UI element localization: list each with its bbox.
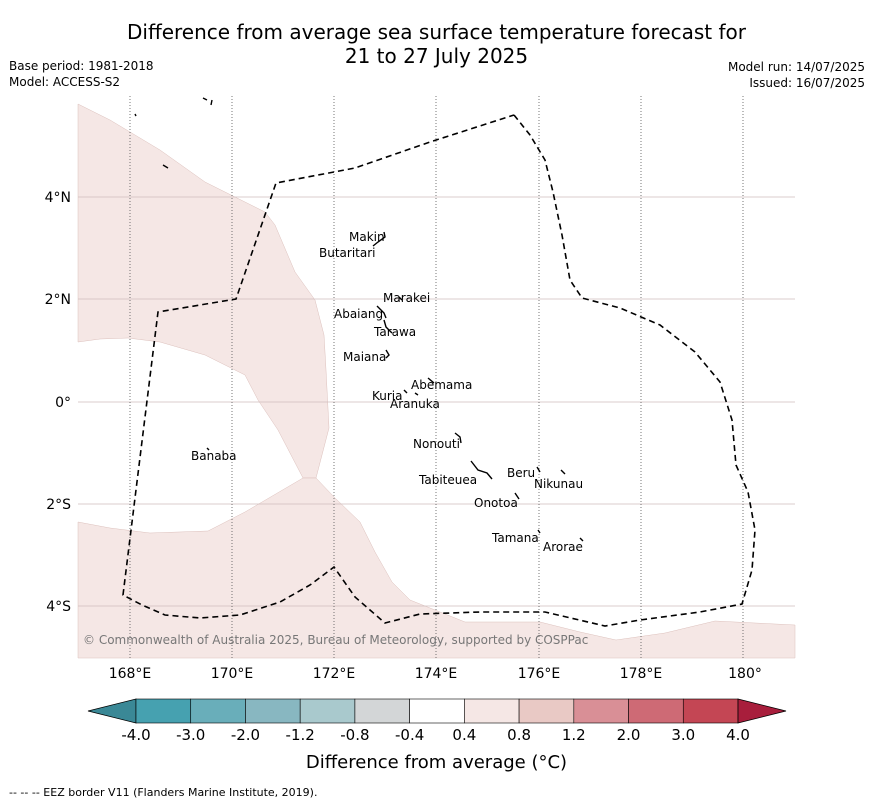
island-label-tarawa: Tarawa xyxy=(373,325,416,339)
colorbar-cell xyxy=(245,698,301,724)
island-label-butaritari: Butaritari xyxy=(319,246,376,260)
island-label-onotoa: Onotoa xyxy=(474,496,518,510)
islands-shapes xyxy=(134,97,584,542)
island-shape-north-1 xyxy=(202,97,213,106)
island-shape-kuria xyxy=(403,389,408,394)
island-shape-abaiang xyxy=(376,305,387,319)
island-shape-arorae xyxy=(579,537,584,542)
island-shape-nonouti xyxy=(454,432,462,444)
island-label-abaiang: Abaiang xyxy=(334,307,383,321)
colorbar-cell xyxy=(190,698,246,724)
colorbar-extend-low xyxy=(87,698,137,724)
colorbar-tick-label: -0.8 xyxy=(340,726,369,744)
colorbar-label: Difference from average (°C) xyxy=(305,752,568,773)
island-shape-tamana xyxy=(537,529,541,534)
lat-label-4n: 4°N xyxy=(45,190,71,206)
meta-left: Base period: 1981-2018 Model: ACCESS-S2 xyxy=(9,58,154,90)
colorbar-tick-label: 0.8 xyxy=(507,726,531,744)
lon-label-170e: 170°E xyxy=(211,666,254,682)
colorbar-cell xyxy=(409,698,465,724)
colorbar-cell xyxy=(682,698,739,724)
lon-label-176e: 176°E xyxy=(518,666,561,682)
anomaly-region-south xyxy=(77,477,796,659)
colorbar-ticks: -4.0 -3.0 -2.0 -1.2 -0.8 -0.4 0.4 0.8 1.2 2.0 3.0 4… xyxy=(121,726,750,744)
lon-label-178e: 178°E xyxy=(620,666,663,682)
island-shape-makin xyxy=(372,231,386,247)
island-label-makin: Makin xyxy=(349,230,385,244)
colorbar-tick-label: -4.0 xyxy=(121,726,150,744)
colorbar-tick-label: -0.4 xyxy=(395,726,424,744)
meta-right: Model run: 14/07/2025 Issued: 16/07/2025 xyxy=(728,59,865,91)
anomaly-region-north xyxy=(77,103,330,479)
colorbar-cell xyxy=(354,698,410,724)
island-label-marakei: Marakei xyxy=(383,291,430,305)
island-shape-marakei xyxy=(398,296,403,301)
island-label-nonouti: Nonouti xyxy=(413,437,460,451)
island-label-tabiteuea: Tabiteuea xyxy=(418,473,477,487)
colorbar-tick-label: -1.2 xyxy=(286,726,315,744)
eez-border xyxy=(122,114,756,627)
colorbar-extend-high xyxy=(737,698,787,724)
colorbar-cell xyxy=(573,698,629,724)
island-shape-tabiteuea xyxy=(470,460,493,480)
island-label-banaba: Banaba xyxy=(191,449,237,463)
lon-labels: 168°E 170°E 172°E 174°E 176°E 178°E 180° xyxy=(109,666,762,682)
lon-label-180: 180° xyxy=(728,666,762,682)
copyright-text: © Commonwealth of Australia 2025, Bureau… xyxy=(83,633,588,647)
colorbar-tick-label: 0.4 xyxy=(452,726,476,744)
island-shape-onotoa xyxy=(514,492,520,500)
colorbar-tick-label: 4.0 xyxy=(726,726,750,744)
island-label-tamana: Tamana xyxy=(491,531,539,545)
island-shape-abemama xyxy=(427,377,435,384)
lon-label-172e: 172°E xyxy=(313,666,356,682)
colorbar-tick-label: 2.0 xyxy=(617,726,641,744)
lat-label-2n: 2°N xyxy=(45,292,71,308)
lat-label-2s: 2°S xyxy=(46,497,71,513)
colorbar-cell xyxy=(135,698,192,724)
colorbar-tick-label: 3.0 xyxy=(671,726,695,744)
title-line-1: Difference from average sea surface temp… xyxy=(126,20,746,44)
island-shape-beru xyxy=(536,466,541,473)
graticule xyxy=(78,196,795,607)
colorbar-cell xyxy=(628,698,684,724)
island-label-beru: Beru xyxy=(507,466,535,480)
colorbar-tick-label: -3.0 xyxy=(176,726,205,744)
footer-note: -- -- -- EEZ border V11 (Flanders Marine… xyxy=(9,786,318,799)
longitude-lines xyxy=(129,96,744,658)
island-shape-nikunau xyxy=(560,469,566,475)
island-shape-banaba xyxy=(206,447,210,451)
colorbar-tick-label: -2.0 xyxy=(231,726,260,744)
model-run: Model run: 14/07/2025 xyxy=(727,60,865,74)
lon-label-168e: 168°E xyxy=(109,666,152,682)
island-label-aranuka: Aranuka xyxy=(390,397,440,411)
colorbar-cell xyxy=(299,698,356,724)
base-period: Base period: 1981-2018 xyxy=(9,59,154,73)
colorbar xyxy=(87,698,787,724)
island-label-arorae: Arorae xyxy=(543,540,583,554)
model-name: Model: ACCESS-S2 xyxy=(9,75,121,89)
map-title: Difference from average sea surface temp… xyxy=(0,20,873,68)
lon-label-174e: 174°E xyxy=(415,666,458,682)
colorbar-tick-label: 1.2 xyxy=(562,726,586,744)
colorbar-cell xyxy=(518,698,575,724)
island-labels: Makin Butaritari Marakei Abaiang Tarawa … xyxy=(191,230,583,554)
island-label-kuria: Kuria xyxy=(372,389,403,403)
island-label-maiana: Maiana xyxy=(343,350,386,364)
colorbar-cell xyxy=(464,698,520,724)
island-shape-north-2 xyxy=(134,113,137,117)
issued-date: Issued: 16/07/2025 xyxy=(749,76,865,90)
island-shape-aranuka xyxy=(414,392,419,396)
island-shape-north-3 xyxy=(162,164,169,169)
island-label-abemama: Abemama xyxy=(411,378,472,392)
island-shape-tarawa xyxy=(383,319,393,334)
island-shape-maiana xyxy=(385,349,390,359)
lat-labels: 4°N 2°N 0° 2°S 4°S xyxy=(45,190,72,615)
island-label-nikunau: Nikunau xyxy=(534,477,583,491)
title-line-2: 21 to 27 July 2025 xyxy=(344,44,529,68)
lat-label-0: 0° xyxy=(55,395,71,411)
lat-label-4s: 4°S xyxy=(46,599,71,615)
